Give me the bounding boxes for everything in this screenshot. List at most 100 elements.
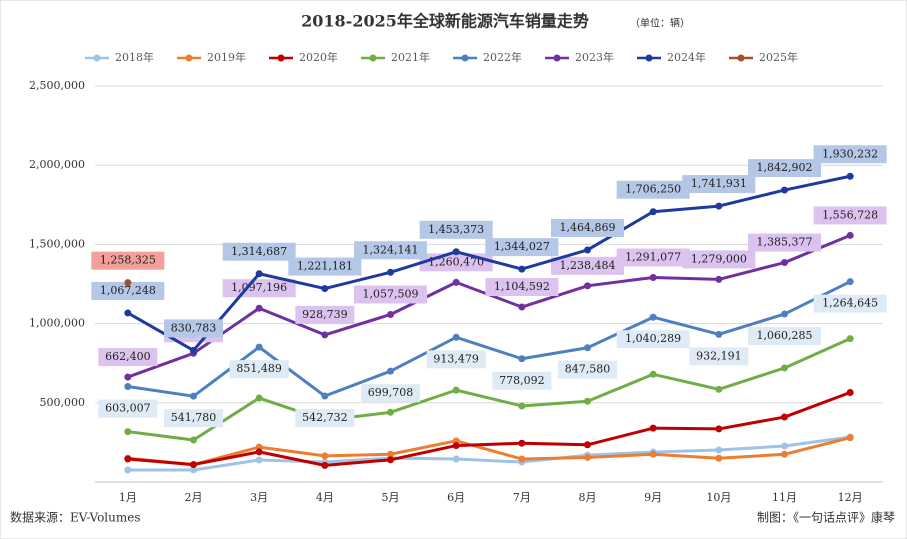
data-point xyxy=(190,466,197,474)
data-label: 928,739 xyxy=(302,308,348,321)
data-point xyxy=(321,452,329,460)
data-point xyxy=(190,436,197,444)
data-point xyxy=(452,248,460,256)
data-label: 1,556,728 xyxy=(822,208,878,221)
data-label: 1,741,931 xyxy=(691,177,747,190)
data-point xyxy=(846,172,854,180)
data-label-box xyxy=(813,206,887,225)
data-label: 1,040,289 xyxy=(625,332,681,345)
data-point xyxy=(846,335,854,343)
legend-label: 2020年 xyxy=(299,50,338,64)
x-tick-label: 12月 xyxy=(838,491,863,504)
data-point xyxy=(518,355,526,363)
data-point xyxy=(255,394,263,402)
data-label: 1,930,232 xyxy=(822,147,878,160)
data-point xyxy=(321,331,329,339)
data-label-box xyxy=(164,409,223,428)
data-point xyxy=(584,246,591,254)
data-point xyxy=(124,382,132,390)
data-label: 1,464,869 xyxy=(560,221,616,234)
data-point xyxy=(518,402,526,410)
data-label-box xyxy=(748,233,821,252)
data-point xyxy=(715,446,723,454)
data-label-box xyxy=(98,399,158,418)
data-point xyxy=(781,442,788,450)
data-point xyxy=(255,448,263,456)
data-point xyxy=(387,310,394,318)
data-label: 1,706,250 xyxy=(625,183,681,196)
chart-title: 2018-2025年全球新能源汽车销量走势 xyxy=(301,12,589,31)
data-label-box xyxy=(91,251,165,270)
data-point xyxy=(518,455,526,463)
data-point xyxy=(387,268,394,276)
data-label: 662,400 xyxy=(105,350,151,363)
data-point xyxy=(452,386,460,394)
data-label: 1,097,196 xyxy=(231,281,287,294)
data-label-box xyxy=(492,371,552,390)
data-point xyxy=(715,275,723,283)
data-point xyxy=(190,346,197,354)
legend-label: 2022年 xyxy=(483,50,522,64)
x-tick-label: 3月 xyxy=(250,491,268,504)
data-point xyxy=(518,303,526,311)
data-label: 1,067,248 xyxy=(100,284,156,297)
data-point xyxy=(781,450,788,458)
legend-label: 2023年 xyxy=(575,50,614,64)
data-label-box xyxy=(485,278,559,297)
data-point xyxy=(124,455,132,463)
data-point xyxy=(518,439,526,447)
credit: 制图：《一句话点评》康琴 xyxy=(757,510,895,525)
x-tick-label: 2月 xyxy=(185,491,203,504)
data-point xyxy=(649,370,657,378)
data-label: 541,780 xyxy=(171,411,217,424)
data-point xyxy=(387,408,394,416)
data-point xyxy=(846,231,854,239)
x-tick-label: 7月 xyxy=(513,491,531,504)
data-label-box xyxy=(222,242,296,261)
x-tick-label: 1月 xyxy=(119,491,137,504)
data-label-box xyxy=(813,294,887,313)
data-point xyxy=(190,461,197,469)
data-point xyxy=(715,454,723,462)
data-label-box xyxy=(551,218,624,237)
series-line xyxy=(127,280,851,398)
data-label: 1,314,687 xyxy=(231,245,287,258)
data-label: 1,221,181 xyxy=(297,260,353,273)
data-point xyxy=(321,392,329,400)
data-point xyxy=(452,455,460,463)
data-point xyxy=(781,364,788,372)
data-point xyxy=(452,442,460,450)
legend-marker xyxy=(277,54,285,62)
data-label-box xyxy=(616,248,690,267)
data-label: 778,092 xyxy=(499,374,545,387)
data-label: 1,453,373 xyxy=(428,223,484,236)
data-label: 1,291,077 xyxy=(625,250,681,263)
series-line xyxy=(127,435,851,472)
data-label: 1,324,141 xyxy=(363,243,419,256)
y-tick-label: 2,000,000 xyxy=(29,158,85,171)
x-tick-label: 8月 xyxy=(579,491,597,504)
data-point xyxy=(124,373,132,381)
data-point xyxy=(715,330,723,338)
y-tick-label: 2,500,000 xyxy=(29,79,85,92)
x-tick-label: 9月 xyxy=(644,491,662,504)
data-label-box xyxy=(485,238,559,257)
series-line xyxy=(127,337,851,442)
legend-marker xyxy=(461,54,469,62)
data-label: 932,191 xyxy=(696,349,742,362)
data-label: 830,783 xyxy=(171,321,217,334)
data-label: 1,238,484 xyxy=(560,259,616,272)
legend-label: 2019年 xyxy=(207,50,246,64)
series-line xyxy=(127,391,851,467)
data-point xyxy=(124,466,132,474)
data-point xyxy=(781,413,788,421)
chart-subtitle: （单位：辆） xyxy=(630,17,690,30)
data-label: 847,580 xyxy=(565,363,611,376)
data-label: 603,007 xyxy=(105,401,151,414)
data-point xyxy=(255,456,263,464)
data-point xyxy=(255,304,263,312)
data-label-box xyxy=(558,360,617,379)
legend-marker xyxy=(185,54,193,62)
data-label-box xyxy=(361,384,420,403)
